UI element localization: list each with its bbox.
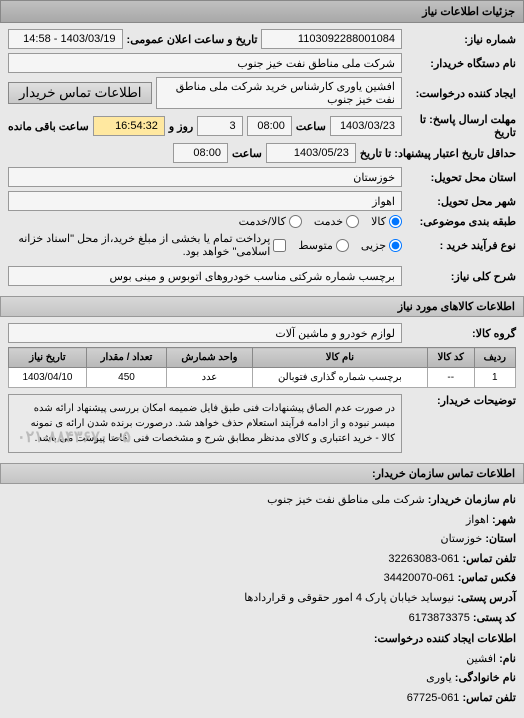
postal-value: 6173873375 [409, 612, 470, 624]
col-date: تاریخ نیاز [9, 348, 87, 368]
radio-service[interactable]: خدمت [314, 215, 359, 228]
cell-row-no: 1 [474, 368, 515, 388]
col-code: کد کالا [427, 348, 474, 368]
address-value: نیوساید خیابان پارک 4 امور حقوقی و قرارد… [244, 592, 454, 604]
checkbox-pay-note[interactable]: پرداخت تمام یا بخشی از مبلغ خرید،از محل … [8, 232, 286, 258]
radio-goods-service[interactable]: کالا/خدمت [239, 215, 302, 228]
remaining-label: ساعت باقی مانده [8, 120, 89, 133]
request-no-label: شماره نیاز: [406, 33, 516, 46]
cell-code: -- [427, 368, 474, 388]
page-header: جزئیات اطلاعات نیاز [0, 0, 524, 23]
radio-mid[interactable]: متوسط [298, 239, 349, 252]
category-radio-group: کالا خدمت کالا/خدمت [239, 215, 402, 228]
creator-contact-header: اطلاعات ایجاد کننده درخواست: [8, 631, 516, 649]
phone-value: 061-32263083 [388, 553, 459, 565]
request-no-value: 1103092288001084 [261, 29, 402, 49]
contact-header: اطلاعات تماس سازمان خریدار: [0, 463, 524, 484]
notes-label: توضیحات خریدار: [406, 394, 516, 407]
radio-cash[interactable]: جزیی [361, 239, 402, 252]
payment-label: نوع فرآیند خرید : [406, 239, 516, 252]
page-title: جزئیات اطلاعات نیاز [422, 6, 515, 18]
datetime-value: 1403/03/19 - 14:58 [8, 29, 123, 49]
category-label: طبقه بندی موضوعی: [406, 215, 516, 228]
time-remaining: 16:54:32 [93, 116, 165, 136]
delivery-date: 1403/05/23 [266, 143, 356, 163]
radio-cash-input[interactable] [389, 239, 402, 252]
contact-buyer-button[interactable]: اطلاعات تماس خریدار [8, 82, 152, 104]
province-label: استان محل تحویل: [406, 171, 516, 184]
city-value: اهواز [8, 191, 402, 211]
notes-box: در صورت عدم الصاق پیشنهادات فنی طبق فایل… [8, 394, 402, 453]
watermark-phone: ۰۲۱-۸۸۴۳۶۷۰۰-۵ [17, 426, 131, 450]
delivery-label: حداقل تاریخ اعتبار پیشنهاد: تا تاریخ [360, 147, 516, 160]
creator-phone-value: 061-67725 [407, 692, 460, 704]
fax-value: 061-34420070 [384, 572, 455, 584]
creator-lastname-value: یاوری [426, 672, 452, 684]
radio-service-input[interactable] [346, 215, 359, 228]
desc-title-label: شرح کلی نیاز: [406, 270, 516, 283]
radio-goods-service-input[interactable] [289, 215, 302, 228]
table-header-row: ردیف کد کالا نام کالا واحد شمارش تعداد /… [9, 348, 516, 368]
radio-mid-input[interactable] [336, 239, 349, 252]
contact-section: نام سازمان خریدار: شرکت ملی مناطق نفت خی… [0, 484, 524, 718]
table-row[interactable]: 1 -- برچسب شماره گذاری فتوبالن عدد 450 1… [9, 368, 516, 388]
goods-table: ردیف کد کالا نام کالا واحد شمارش تعداد /… [8, 347, 516, 388]
creator-name-value: افشین [466, 653, 496, 665]
fax-label: فکس تماس: [458, 572, 516, 584]
days-label: روز و [169, 120, 193, 133]
goods-group-value: لوازم خودرو و ماشین آلات [8, 323, 402, 343]
desc-title-value: برچسب شماره شرکتی مناسب خودروهای اتوبوس … [8, 266, 402, 286]
cell-date: 1403/04/10 [9, 368, 87, 388]
goods-group-label: گروه کالا: [406, 327, 516, 340]
deadline-date: 1403/03/23 [330, 116, 402, 136]
days-remaining: 3 [197, 116, 242, 136]
creator-lastname-label: نام خانوادگی: [455, 672, 516, 684]
creator-phone-label: تلفن تماس: [462, 692, 516, 704]
deadline-label: مهلت ارسال پاسخ: تا تاریخ [406, 113, 516, 139]
province-value: خوزستان [8, 167, 402, 187]
col-name: نام کالا [252, 348, 427, 368]
col-row-no: ردیف [474, 348, 515, 368]
deadline-time: 08:00 [247, 116, 292, 136]
city-label: شهر محل تحویل: [406, 195, 516, 208]
cell-name: برچسب شماره گذاری فتوبالن [252, 368, 427, 388]
deadline-time-label: ساعت [296, 120, 326, 133]
creator-value: افشین یاوری کارشناس خرید شرکت ملی مناطق … [156, 77, 402, 109]
org-name-value: شرکت ملی مناطق نفت خیز جنوب [267, 494, 425, 506]
contact-province-label: استان: [485, 533, 516, 545]
col-unit: واحد شمارش [167, 348, 253, 368]
col-qty: تعداد / مقدار [86, 348, 166, 368]
goods-section-header: اطلاعات کالاهای مورد نیاز [0, 296, 524, 317]
cell-unit: عدد [167, 368, 253, 388]
creator-name-label: نام: [499, 653, 516, 665]
buyer-org-label: نام دستگاه خریدار: [406, 57, 516, 70]
radio-goods[interactable]: کالا [371, 215, 402, 228]
contact-city-label: شهر: [492, 514, 516, 526]
cell-qty: 450 [86, 368, 166, 388]
radio-goods-input[interactable] [389, 215, 402, 228]
org-name-label: نام سازمان خریدار: [428, 494, 516, 506]
contact-province-value: خوزستان [440, 533, 482, 545]
contact-city-value: اهواز [466, 514, 489, 526]
creator-label: ایجاد کننده درخواست: [406, 87, 516, 100]
payment-radio-group: جزیی متوسط پرداخت تمام یا بخشی از مبلغ خ… [8, 232, 402, 258]
address-label: آدرس پستی: [457, 592, 516, 604]
delivery-time-label: ساعت [232, 147, 262, 160]
postal-label: کد پستی: [473, 612, 516, 624]
delivery-time: 08:00 [173, 143, 228, 163]
datetime-label: تاریخ و ساعت اعلان عمومی: [127, 33, 258, 46]
phone-label: تلفن تماس: [462, 553, 516, 565]
buyer-org-value: شرکت ملی مناطق نفت خیز جنوب [8, 53, 402, 73]
checkbox-pay-note-input[interactable] [273, 239, 286, 252]
